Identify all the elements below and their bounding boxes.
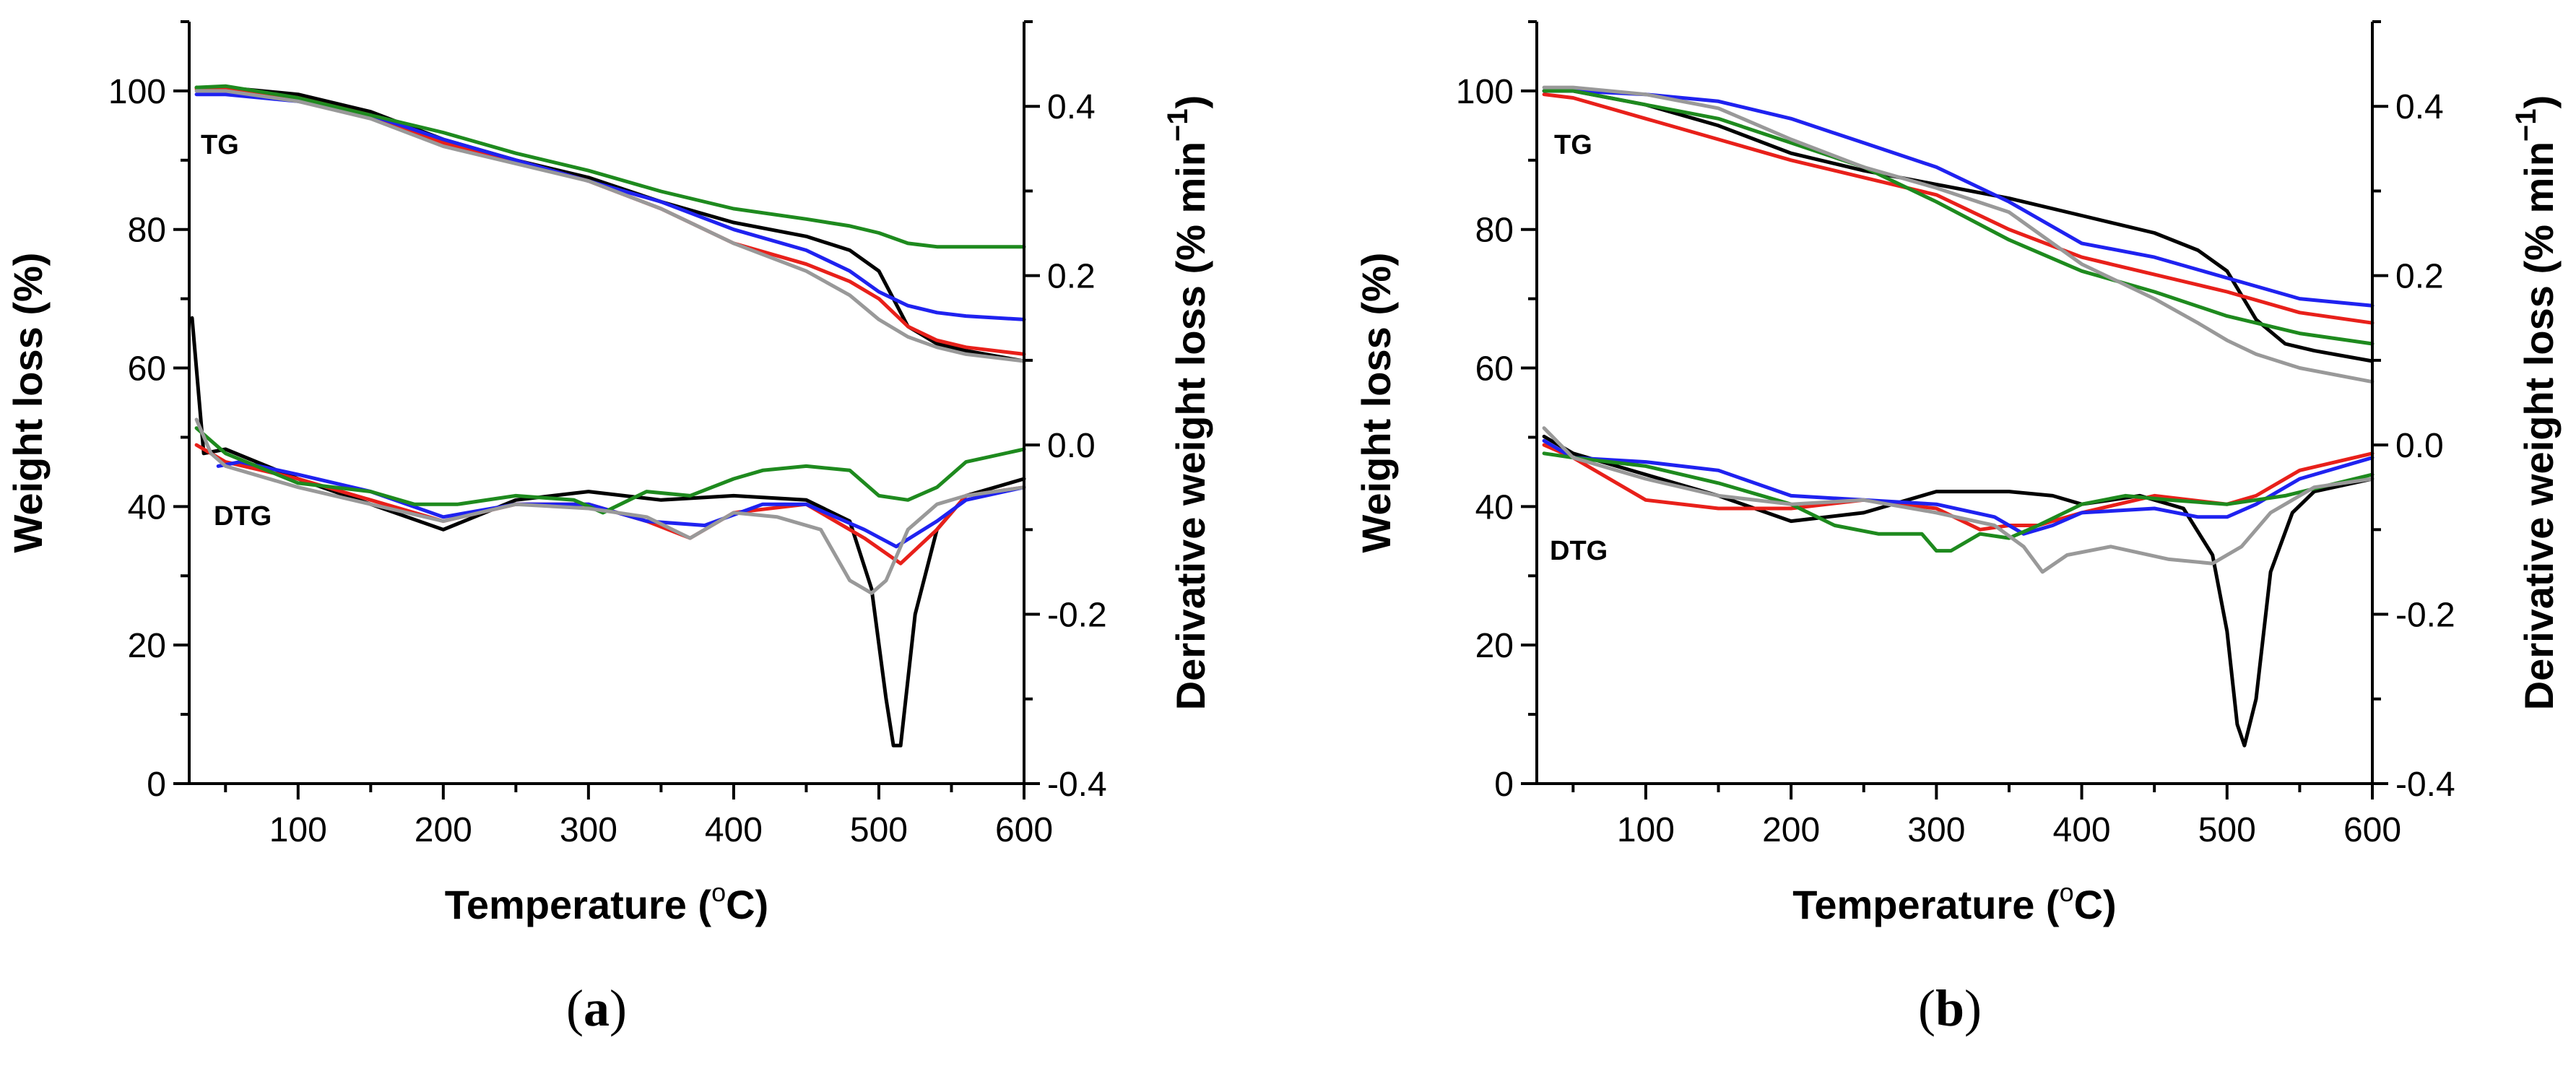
x-tick-label: 300 [1907,811,1965,849]
y2-tick-label: 0.2 [1047,258,1096,296]
y-tick-label: 60 [1475,350,1514,389]
x-axis-title: Temperature (oC) [445,878,768,927]
panel-caption: (b) [1918,979,1982,1037]
y2-tick-label: 0.0 [2395,427,2444,465]
y-tick-label: 40 [128,488,166,526]
series-line-tg-green [194,84,1026,249]
x-tick-label: 400 [2053,811,2111,849]
series-line-dtg-red [194,443,1026,566]
series-line-tg-grey [194,89,1026,363]
y2-tick-label: -0.4 [1047,766,1107,804]
y-tick-label: 20 [128,627,166,665]
y2-tick-label: 0.2 [2395,258,2444,296]
x-tick-label: 100 [269,811,327,849]
y-tick-label: 60 [128,350,166,389]
y-tick-label: 20 [1475,627,1514,665]
x-tick-label: 600 [995,811,1053,849]
y2-axis-title: Derivative weight loss (% min−1) [2510,95,2562,711]
series-line-dtg-green [194,426,1026,515]
y-tick-label: 80 [128,212,166,250]
dtg-curve-label: DTG [214,501,272,532]
x-tick-label: 500 [2198,811,2256,849]
y2-tick-label: 0.4 [1047,88,1096,126]
x-axis-title: Temperature (oC) [1792,878,2116,927]
series-line-tg-red [1542,92,2375,325]
chart-panel-a: 100 200 300 400 500 600 0 20 40 60 80 100 -0.4 -0.2 0.… [5,20,1213,1037]
y2-tick-label: -0.2 [2395,597,2455,635]
chart-panel-b: 100 200 300 400 500 600 0 20 40 60 80 100 -0.4 -0.2 0.… [1353,20,2562,1037]
series-line-tg-green [1542,89,2375,346]
x-tick-label: 500 [850,811,908,849]
x-tick-label: 200 [1762,811,1820,849]
panel-caption: (a) [566,979,627,1037]
y-tick-label: 100 [1456,73,1514,111]
x-tick-label: 100 [1617,811,1675,849]
series-line-dtg-grey [1542,426,2375,574]
y2-tick-label: 0.0 [1047,427,1096,465]
dtg-curve-label: DTG [1550,536,1608,566]
y2-tick-label: -0.2 [1047,597,1107,635]
x-tick-label: 200 [415,811,472,849]
y-tick-label: 100 [108,73,166,111]
series-line-dtg-grey [194,417,1026,595]
y2-tick-label: 0.4 [2395,88,2444,126]
y-tick-label: 40 [1475,488,1514,526]
series-line-dtg-blue [1542,438,2375,536]
x-tick-label: 400 [705,811,763,849]
y-tick-label: 0 [147,766,166,804]
series-line-tg-grey [1542,85,2375,384]
series-line-dtg-green [1542,451,2375,553]
y-tick-label: 80 [1475,212,1514,250]
y2-axis-title: Derivative weight loss (% min−1) [1162,95,1213,711]
series-line-tg-black [1542,89,2375,363]
x-tick-label: 600 [2343,811,2401,849]
y2-tick-label: -0.4 [2395,766,2455,804]
y-axis-title: Weight loss (%) [1353,253,1399,553]
tg-curve-label: TG [1554,130,1592,160]
y-tick-label: 0 [1494,766,1514,804]
series-line-dtg-blue [216,460,1026,549]
tg-curve-label: TG [201,130,239,160]
y-axis-title: Weight loss (%) [5,253,51,553]
x-tick-label: 300 [560,811,617,849]
